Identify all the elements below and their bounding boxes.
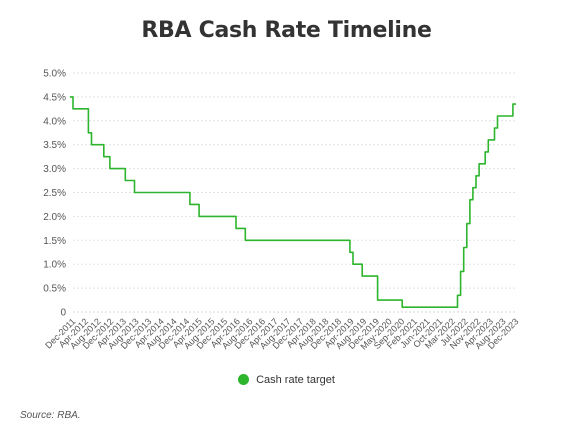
y-tick-label: 1.5% bbox=[43, 236, 66, 247]
legend-swatch bbox=[238, 373, 250, 385]
y-tick-label: 4.0% bbox=[43, 116, 66, 127]
x-axis-ticks: Dec-2011Apr-2012Aug-2012Dec-2012Apr-2013… bbox=[43, 316, 520, 351]
chart-title: RBA Cash Rate Timeline bbox=[141, 18, 432, 43]
y-tick-label: 0 bbox=[60, 308, 66, 319]
gridlines bbox=[73, 72, 516, 313]
source-note: Source: RBA. bbox=[20, 410, 81, 421]
y-tick-label: 3.0% bbox=[43, 164, 66, 175]
y-tick-label: 1.0% bbox=[43, 260, 66, 271]
series-line-cash-rate bbox=[69, 96, 516, 308]
y-tick-label: 5.0% bbox=[43, 69, 66, 80]
y-tick-label: 0.5% bbox=[43, 284, 66, 295]
legend-label: Cash rate target bbox=[256, 374, 335, 386]
y-tick-label: 4.5% bbox=[43, 92, 66, 103]
legend: Cash rate target bbox=[0, 373, 573, 386]
y-tick-label: 3.5% bbox=[43, 140, 66, 151]
y-tick-label: 2.5% bbox=[43, 188, 66, 199]
series-lines bbox=[69, 96, 516, 308]
y-axis-ticks: 0 0.5% 1.0% 1.5% 2.0% 2.5% 3.0% 3.5% 4.0% 4.5% 5.0… bbox=[43, 69, 66, 319]
y-tick-label: 2.0% bbox=[43, 212, 66, 223]
